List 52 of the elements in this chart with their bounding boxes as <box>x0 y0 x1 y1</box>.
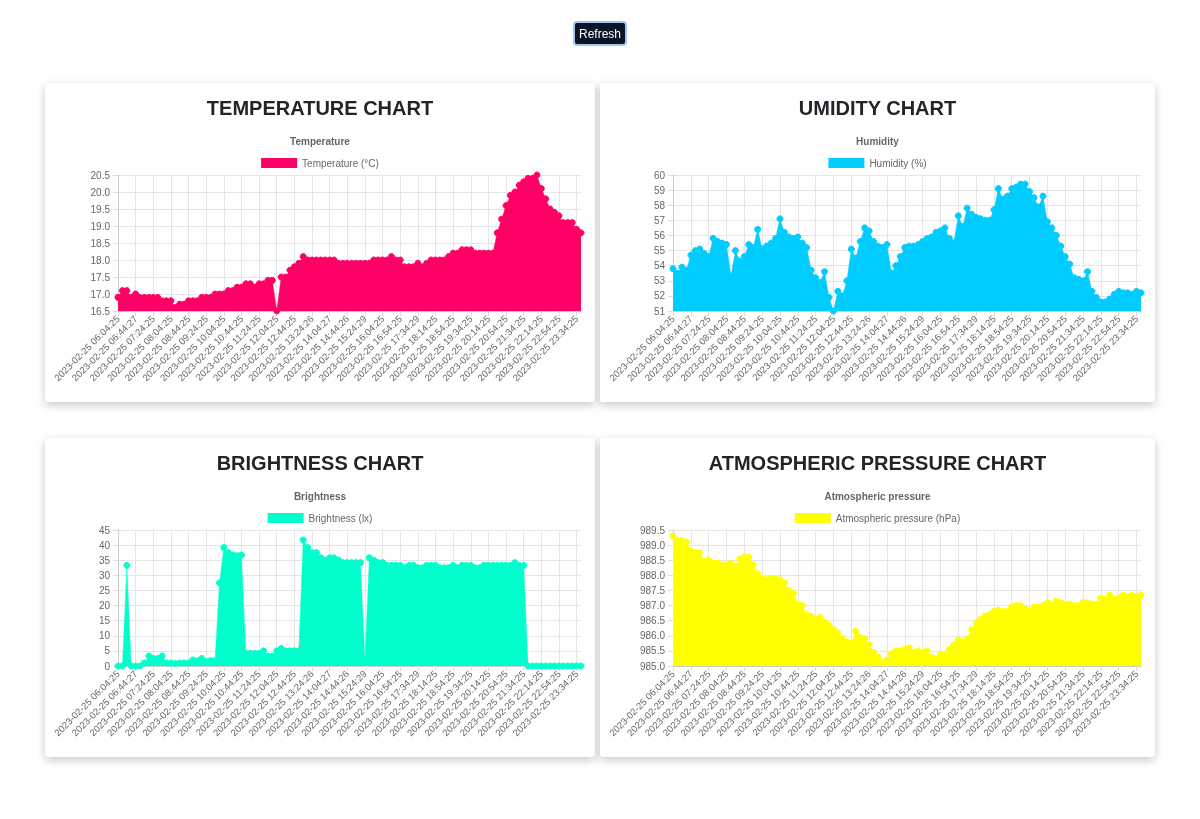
y-tick-label: 53 <box>653 275 666 287</box>
y-tick-label: 988.5 <box>639 554 666 566</box>
y-tick-label: 10 <box>98 630 111 642</box>
y-tick-label: 20.0 <box>90 186 111 198</box>
legend-label: Atmospheric pressure (hPa) <box>835 512 961 524</box>
y-tick-label: 986.5 <box>639 615 666 627</box>
legend-label: Brightness (lx) <box>308 512 373 524</box>
y-tick-label: 40 <box>98 539 111 551</box>
y-tick-label: 56 <box>653 229 666 241</box>
y-tick-label: 19.5 <box>90 203 111 215</box>
legend-label: Humidity (%) <box>869 157 927 169</box>
y-tick-label: 5 <box>104 645 111 657</box>
chart-title: ATMOSPHERIC PRESSURE CHART <box>708 452 1047 474</box>
chart-title: TEMPERATURE CHART <box>206 97 434 119</box>
y-tick-label: 45 <box>98 524 111 536</box>
y-tick-label: 989.0 <box>639 539 666 551</box>
y-tick-label: 54 <box>653 260 666 272</box>
chart-title: BRIGHTNESS CHART <box>216 452 424 474</box>
y-tick-label: 52 <box>653 290 666 302</box>
y-tick-label: 58 <box>653 199 666 211</box>
chart-subtitle: Temperature <box>290 135 351 147</box>
y-tick-label: 25 <box>98 584 111 596</box>
y-tick-label: 0 <box>104 660 111 672</box>
chart-subtitle: Atmospheric pressure <box>824 490 932 502</box>
y-tick-label: 51 <box>653 305 666 317</box>
y-tick-label: 988.0 <box>639 569 666 581</box>
button: Refresh <box>573 21 627 46</box>
y-tick-label: 17.0 <box>90 288 111 300</box>
chart-subtitle: Brightness <box>293 490 347 502</box>
y-tick-label: 19.0 <box>90 220 111 232</box>
chart-title: UMIDITY CHART <box>798 97 957 119</box>
y-tick-label: 18.5 <box>90 237 111 249</box>
y-tick-label: 985.5 <box>639 645 666 657</box>
y-tick-label: 15 <box>98 615 111 627</box>
y-tick-label: 20.5 <box>90 169 111 181</box>
y-tick-label: 60 <box>653 169 666 181</box>
y-tick-label: 985.0 <box>639 660 666 672</box>
legend-label: Temperature (°C) <box>302 157 379 169</box>
y-tick-label: 20 <box>98 600 111 612</box>
y-tick-label: 59 <box>653 184 666 196</box>
chart-subtitle: Humidity <box>856 135 900 147</box>
y-tick-label: 35 <box>98 554 111 566</box>
y-tick-label: 989.5 <box>639 524 666 536</box>
y-tick-label: 987.5 <box>639 584 666 596</box>
y-tick-label: 55 <box>653 245 666 257</box>
y-tick-label: 16.5 <box>90 305 111 317</box>
y-tick-label: 18.0 <box>90 254 111 266</box>
y-tick-label: 57 <box>653 214 666 226</box>
y-tick-label: 30 <box>98 569 111 581</box>
y-tick-label: 986.0 <box>639 630 666 642</box>
y-tick-label: 987.0 <box>639 600 666 612</box>
y-tick-label: 17.5 <box>90 271 111 283</box>
